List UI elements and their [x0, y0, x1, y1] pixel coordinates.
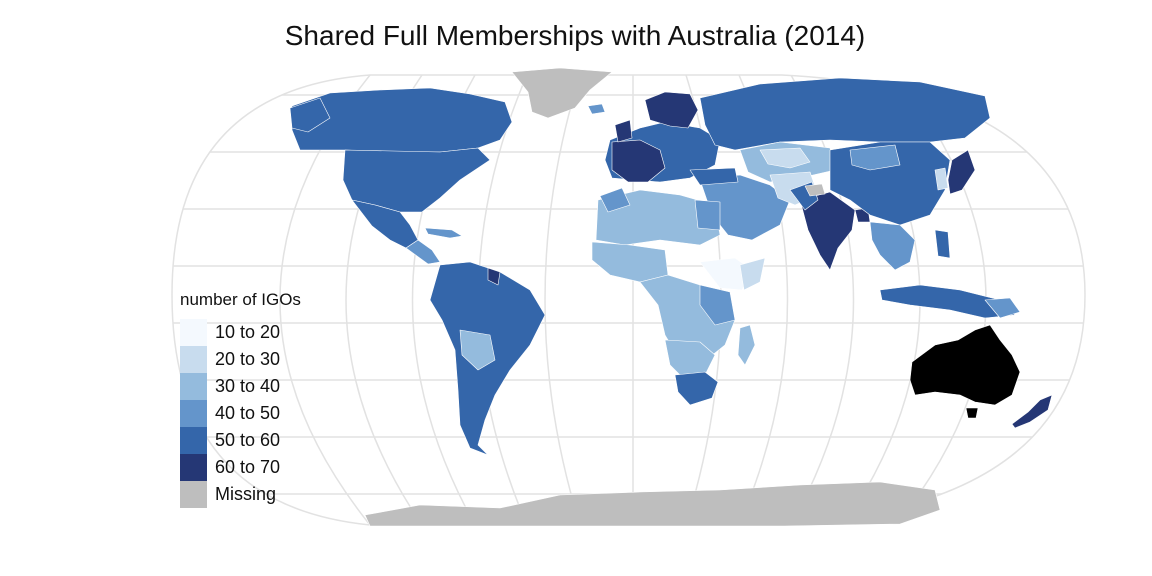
region-korea[interactable]: [934, 167, 949, 191]
region-egypt[interactable]: [694, 199, 721, 231]
legend-label: 60 to 70: [215, 457, 281, 477]
region-new-zealand[interactable]: [1011, 394, 1053, 429]
legend-title: number of IGOs: [180, 290, 301, 309]
region-east-africa[interactable]: [699, 284, 736, 326]
legend-item: Missing: [180, 481, 301, 508]
region-iceland[interactable]: [587, 103, 606, 115]
region-guiana[interactable]: [487, 267, 501, 286]
region-mongolia[interactable]: [849, 144, 901, 171]
region-greenland[interactable]: [511, 67, 613, 119]
legend-label: 50 to 60: [215, 430, 281, 450]
legend-swatch: [180, 346, 207, 373]
region-tibet-missing[interactable]: [804, 183, 826, 197]
legend-label: 10 to 20: [215, 322, 281, 342]
region-uk[interactable]: [614, 119, 633, 143]
region-russia[interactable]: [699, 77, 991, 151]
region-alaska[interactable]: [289, 97, 331, 133]
legend-swatch: [180, 454, 207, 481]
region-tasmania[interactable]: [965, 407, 979, 419]
legend-item: 10 to 20: [180, 319, 301, 346]
region-usa[interactable]: [342, 147, 491, 213]
region-madagascar[interactable]: [737, 324, 756, 366]
region-philippines[interactable]: [934, 229, 951, 259]
region-japan[interactable]: [947, 149, 976, 195]
region-kazakhstan[interactable]: [759, 147, 811, 169]
legend-swatch: [180, 427, 207, 454]
region-southeast-asia[interactable]: [869, 221, 916, 271]
country-shapes: [289, 67, 1053, 527]
region-bolivia-paraguay[interactable]: [459, 329, 496, 371]
legend-swatch: [180, 481, 207, 508]
legend-item: 40 to 50: [180, 400, 301, 427]
legend-swatch: [180, 373, 207, 400]
legend-label: 20 to 30: [215, 349, 281, 369]
legend-item: 30 to 40: [180, 373, 301, 400]
legend-label: 40 to 50: [215, 403, 281, 423]
legend-item: 50 to 60: [180, 427, 301, 454]
region-india[interactable]: [799, 191, 856, 271]
legend-swatch: [180, 319, 207, 346]
region-png[interactable]: [984, 297, 1021, 319]
region-south-africa[interactable]: [674, 371, 719, 406]
region-caribbean[interactable]: [424, 227, 463, 239]
legend-item: 20 to 30: [180, 346, 301, 373]
region-morocco[interactable]: [599, 187, 631, 213]
region-canada[interactable]: [291, 87, 513, 153]
legend-swatch: [180, 400, 207, 427]
region-central-america[interactable]: [405, 239, 441, 265]
legend-label: 30 to 40: [215, 376, 281, 396]
map-title: Shared Full Memberships with Australia (…: [284, 20, 866, 51]
region-western-europe[interactable]: [611, 139, 666, 183]
region-somalia[interactable]: [739, 257, 766, 291]
region-antarctica[interactable]: [364, 481, 941, 527]
legend-item: 60 to 70: [180, 454, 301, 481]
legend-label: Missing: [215, 484, 277, 504]
map-legend: number of IGOs 10 to 20 20 to 30 30 to 4…: [180, 290, 301, 508]
region-scandinavia[interactable]: [644, 91, 699, 129]
region-australia[interactable]: [909, 324, 1021, 406]
region-turkey[interactable]: [689, 167, 739, 186]
